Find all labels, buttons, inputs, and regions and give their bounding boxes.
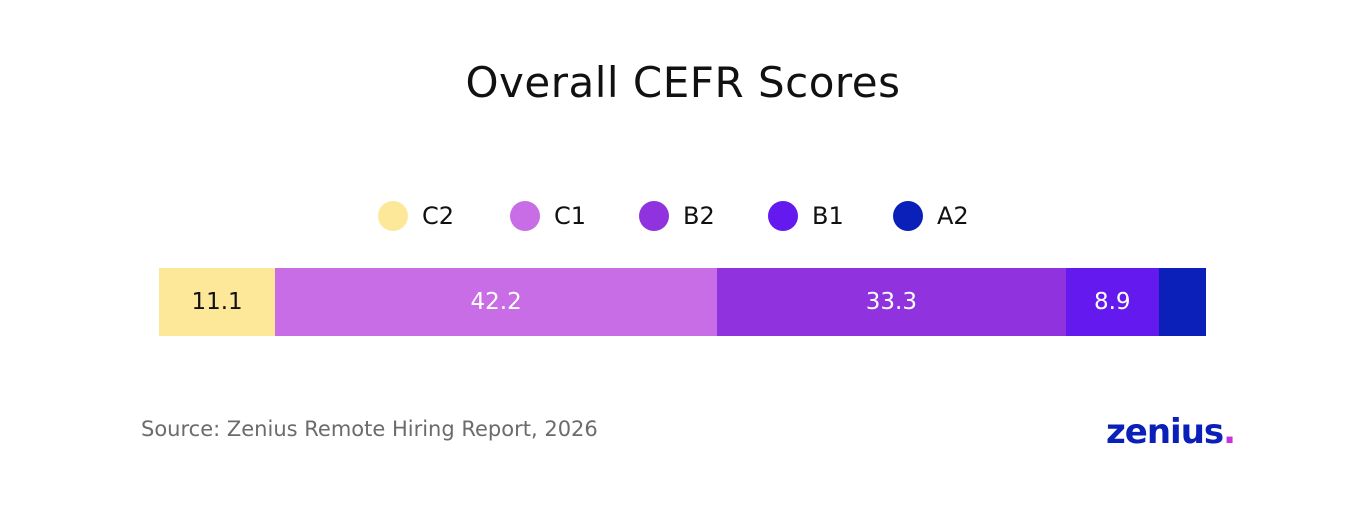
chart-legend: C2 C1 B2 B1 A2 <box>0 200 1366 232</box>
legend-label: A2 <box>937 202 969 230</box>
legend-label: B2 <box>683 202 715 230</box>
legend-item-c1: C1 <box>510 200 586 232</box>
legend-label: C1 <box>554 202 587 230</box>
data-label-c2: 11.1 <box>191 289 243 315</box>
legend-swatch <box>639 201 669 231</box>
legend-label: B1 <box>812 202 844 230</box>
legend-item-b2: B2 <box>639 200 715 232</box>
zenius-logo: zenius. <box>1106 410 1236 454</box>
bar-segment-b1: 8.9 <box>1065 268 1159 336</box>
bar-segment-a2 <box>1158 268 1206 336</box>
legend-item-b1: B1 <box>768 200 844 232</box>
legend-swatch <box>768 201 798 231</box>
legend-swatch <box>378 201 408 231</box>
legend-swatch <box>893 201 923 231</box>
bar-segment-c1: 42.2 <box>275 268 718 336</box>
data-label-b1: 8.9 <box>1093 289 1131 315</box>
legend-item-a2: A2 <box>893 200 969 232</box>
chart-title: Overall CEFR Scores <box>465 58 901 107</box>
data-label-c1: 42.2 <box>470 289 522 315</box>
data-label-b2: 33.3 <box>865 289 917 315</box>
legend-label: C2 <box>422 202 455 230</box>
bar-segment-c2: 11.1 <box>159 268 276 336</box>
logo-dot: . <box>1223 412 1236 452</box>
source-note: Source: Zenius Remote Hiring Report, 202… <box>141 417 598 441</box>
logo-text: zenius <box>1106 412 1224 452</box>
stacked-bar: 11.1 42.2 33.3 8.9 <box>159 268 1206 336</box>
legend-item-c2: C2 <box>378 200 454 232</box>
bar-segment-b2: 33.3 <box>717 268 1066 336</box>
legend-swatch <box>510 201 540 231</box>
